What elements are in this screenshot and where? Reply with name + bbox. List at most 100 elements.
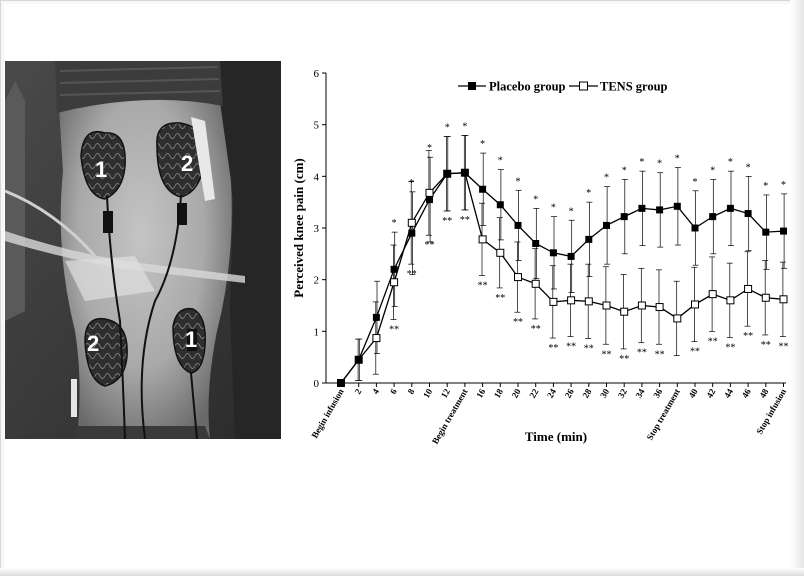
tens-point [478, 235, 487, 244]
tens-significance-mark: ** [513, 317, 523, 328]
y-tick-label: 3 [314, 223, 320, 235]
placebo-point [496, 201, 504, 209]
placebo-significance-mark: * [480, 139, 485, 150]
tens-point [584, 297, 593, 306]
x-axis-label: Time (min) [525, 429, 587, 444]
lower-cloth [75, 426, 210, 439]
x-tick-label: 42 [704, 387, 717, 400]
electrode-wire-3 [190, 372, 198, 439]
placebo-significance-mark: * [586, 188, 591, 199]
placebo-point [638, 204, 646, 212]
placebo-point [744, 210, 752, 218]
tens-significance-mark: ** [389, 324, 399, 335]
electrode-label: 2 [87, 331, 99, 356]
placebo-point [709, 213, 717, 221]
tens-point [496, 248, 505, 257]
tens-significance-mark: ** [708, 336, 718, 347]
tens-significance-mark: ** [779, 342, 789, 353]
tape-strip [191, 117, 215, 201]
tape-patch [65, 256, 155, 301]
tens-significance-mark: ** [495, 293, 505, 304]
placebo-significance-mark: * [551, 203, 556, 214]
tens-significance-mark: ** [460, 215, 470, 226]
electrode-pad-lower-left [84, 317, 128, 387]
x-tick-label: 2 [353, 387, 364, 396]
tens-significance-mark: ** [425, 240, 435, 251]
tens-point [691, 300, 699, 309]
x-tick-label: 32 [616, 387, 629, 400]
placebo-point [408, 229, 416, 237]
placebo-point [479, 185, 487, 193]
x-tick-label: 10 [421, 387, 434, 400]
placebo-point [426, 196, 433, 204]
y-tick-label: 1 [314, 326, 320, 338]
tens-significance-mark: ** [584, 344, 594, 355]
x-tick-label: 36 [651, 387, 664, 400]
tens-point [744, 284, 753, 293]
x-tick-label: 44 [722, 387, 735, 400]
placebo-point [390, 265, 398, 273]
placebo-point [337, 379, 345, 387]
x-tick-label: Begin infusion [309, 387, 345, 440]
knee-electrode-photo: 1 2 2 1 [5, 61, 281, 439]
photo-side-object [5, 81, 25, 321]
tens-significance-mark: ** [548, 343, 558, 354]
placebo-significance-mark: * [445, 123, 450, 134]
tens-point [567, 296, 576, 305]
tens-point [673, 314, 682, 323]
tens-significance-mark: ** [725, 343, 735, 354]
tens-significance-mark: ** [619, 354, 629, 365]
placebo-point [726, 204, 734, 212]
y-tick-label: 0 [314, 378, 320, 390]
y-tick-label: 6 [314, 68, 320, 80]
placebo-significance-mark: * [710, 165, 715, 176]
x-tick-label: 30 [598, 387, 611, 400]
tens-point [620, 307, 629, 316]
placebo-significance-mark: * [746, 162, 751, 173]
x-tick-label: 46 [740, 387, 753, 400]
iv-line [5, 189, 97, 257]
tens-significance-mark: ** [531, 324, 541, 335]
x-tick-label: 16 [474, 387, 487, 400]
x-tick-label: 28 [580, 387, 593, 400]
thigh-band-stripes [59, 66, 221, 96]
photo-dark-cloth [215, 61, 281, 439]
tens-point [637, 301, 646, 310]
thigh-band [55, 61, 223, 113]
x-tick-label: 20 [510, 387, 523, 400]
electrode-label: 1 [95, 157, 107, 182]
x-tick-label: 8 [406, 387, 417, 396]
placebo-significance-mark: * [728, 157, 733, 168]
electrode-wire-2 [140, 194, 182, 439]
placebo-significance-mark: * [693, 177, 698, 188]
placebo-point [549, 249, 557, 257]
tens-significance-mark: ** [442, 216, 452, 227]
connector-clip-3 [187, 329, 197, 351]
tens-point [531, 279, 540, 288]
x-tick-label: 48 [757, 387, 770, 400]
placebo-significance-mark: * [392, 218, 397, 229]
placebo-point [585, 235, 593, 243]
placebo-point [603, 221, 610, 229]
tens-point [726, 296, 735, 305]
legend: Placebo group TENS group [458, 80, 668, 94]
iv-tube [5, 231, 245, 283]
placebo-significance-mark: * [604, 173, 609, 184]
placebo-point [780, 227, 787, 235]
x-tick-label: 4 [370, 387, 381, 396]
significance-marks: **** ****** ***** * **** ** ********* *********… [389, 122, 788, 365]
x-tick-label: 40 [687, 387, 700, 400]
x-tick-label: 12 [439, 387, 452, 400]
placebo-significance-mark: * [516, 176, 521, 187]
tens-significance-mark: ** [690, 347, 700, 358]
connector-clip-2 [177, 203, 187, 225]
tens-significance-mark: ** [743, 331, 753, 342]
tens-point [549, 297, 558, 306]
tens-point [655, 303, 664, 312]
tens-significance-mark: ** [761, 340, 771, 351]
x-tick-label: 34 [633, 387, 646, 400]
legend-marker-tens [579, 81, 588, 91]
placebo-significance-mark: * [409, 178, 414, 189]
placebo-point [461, 169, 469, 177]
